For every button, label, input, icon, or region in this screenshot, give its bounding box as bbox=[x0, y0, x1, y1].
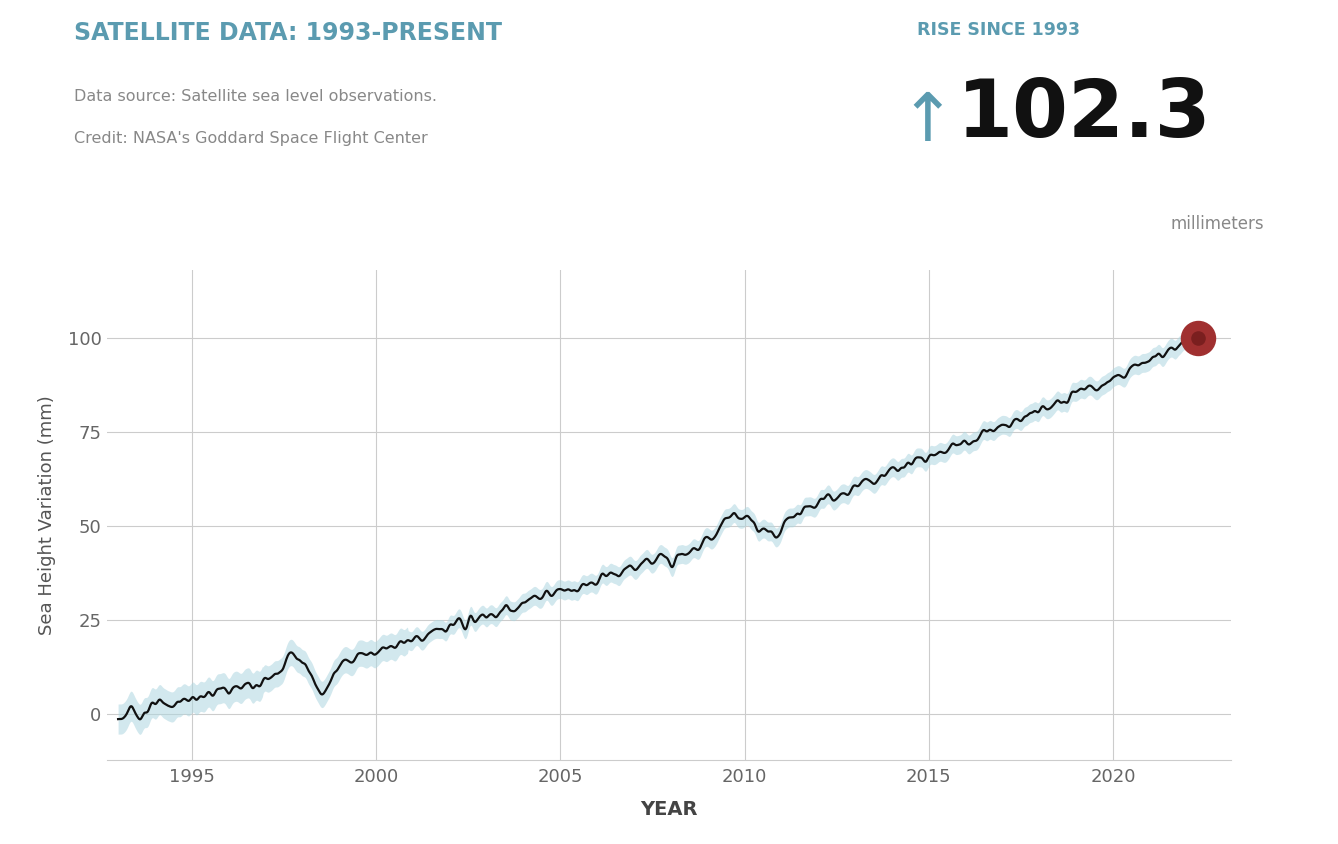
Text: SATELLITE DATA: 1993-PRESENT: SATELLITE DATA: 1993-PRESENT bbox=[74, 21, 502, 45]
Point bbox=[1187, 331, 1208, 344]
X-axis label: YEAR: YEAR bbox=[641, 800, 697, 819]
Text: RISE SINCE 1993: RISE SINCE 1993 bbox=[917, 21, 1080, 39]
Text: millimeters: millimeters bbox=[1171, 215, 1264, 233]
Point bbox=[1187, 331, 1208, 344]
Text: Data source: Satellite sea level observations.: Data source: Satellite sea level observa… bbox=[74, 89, 436, 104]
Text: Credit: NASA's Goddard Space Flight Center: Credit: NASA's Goddard Space Flight Cent… bbox=[74, 131, 427, 146]
Y-axis label: Sea Height Variation (mm): Sea Height Variation (mm) bbox=[39, 395, 56, 635]
Text: ↑: ↑ bbox=[899, 89, 955, 154]
Text: 102.3: 102.3 bbox=[957, 76, 1211, 154]
